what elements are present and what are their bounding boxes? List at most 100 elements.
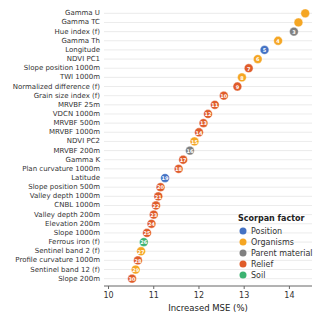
y-tick-label: MRVBF 25m <box>58 101 100 109</box>
y-tick-label: Sentinel band 12 (f) <box>30 266 100 274</box>
rank-label: 15 <box>191 139 198 145</box>
dot <box>186 146 195 155</box>
grid-line <box>104 196 312 197</box>
x-axis-line <box>104 286 312 287</box>
dot <box>244 64 253 73</box>
dot <box>143 229 152 238</box>
grid-line <box>104 132 312 133</box>
rank-label: 4 <box>276 38 280 44</box>
dot <box>134 256 143 265</box>
y-tick-label: Valley depth 1000m <box>30 192 101 200</box>
dot <box>131 265 140 274</box>
grid-line <box>104 22 312 23</box>
grid-line <box>104 205 312 206</box>
rank-label: 16 <box>186 148 193 154</box>
legend: Scorpan factorPositionOrganismsParent ma… <box>238 214 313 280</box>
grid-line <box>104 13 312 14</box>
y-tick-label: VDCN 1000m <box>53 110 100 118</box>
dot <box>210 100 219 109</box>
grid-line <box>104 187 312 188</box>
rank-label: 3 <box>292 29 296 35</box>
rank-label: 17 <box>180 157 187 163</box>
legend-label: Soil <box>251 271 265 280</box>
y-tick-label: Slope position 1000m <box>24 64 100 72</box>
x-tick <box>289 286 290 289</box>
dot <box>238 73 247 82</box>
y-tick-label: Gamma Th <box>61 37 100 45</box>
x-axis: 1011121314 <box>103 286 312 300</box>
y-tick-label: Valley depth 200m <box>34 211 100 219</box>
rank-label: 12 <box>205 111 212 117</box>
rank-label: 9 <box>236 84 240 90</box>
rank-label: 23 <box>150 212 157 218</box>
dot <box>190 137 199 146</box>
y-tick-label: Elevation 200m <box>45 220 100 228</box>
legend-marker <box>240 272 247 279</box>
y-tick-label: Slope 200m <box>58 275 100 283</box>
y-tick-label: MRVBF 200m <box>53 147 100 155</box>
grid-line <box>104 168 312 169</box>
dots <box>128 9 310 283</box>
legend-label: Organisms <box>251 238 294 247</box>
y-tick-label: Profile curvature 1000m <box>15 256 100 264</box>
y-tick-label: TWI 1000m <box>59 73 100 81</box>
dot <box>139 238 148 247</box>
dot <box>260 46 269 55</box>
legend-marker <box>240 239 247 246</box>
grid-line <box>104 77 312 78</box>
dot <box>161 174 170 183</box>
x-tick-label: 12 <box>194 291 204 300</box>
grid-line <box>104 95 312 96</box>
dot <box>174 164 183 173</box>
dot <box>154 192 163 201</box>
dot <box>179 155 188 164</box>
y-tick-label: NDVI PC1 <box>67 55 100 63</box>
x-tick-label: 10 <box>103 291 113 300</box>
y-tick-label: Ferrous iron (f) <box>48 238 100 246</box>
rank-label: 26 <box>140 239 147 245</box>
dot <box>156 183 165 192</box>
y-tick-label: MRVBF 1000m <box>49 128 100 136</box>
dot <box>274 36 283 45</box>
legend-marker <box>240 261 247 268</box>
grid-line <box>104 223 312 224</box>
rank-label: 8 <box>240 75 244 81</box>
x-tick <box>153 286 154 289</box>
y-tick-label: Longitude <box>65 46 100 54</box>
rank-labels: 3456789101112131415161718192021222324252… <box>129 29 297 282</box>
rank-label: 28 <box>134 258 141 264</box>
y-tick-label: Sentinel band 2 (f) <box>35 247 101 255</box>
x-tick <box>198 286 199 289</box>
rank-label: 7 <box>247 66 251 72</box>
chart: Gamma UGamma TCHue index (f)Gamma ThLong… <box>0 0 320 320</box>
y-tick-label: Slope 1000m <box>54 229 100 237</box>
legend-marker <box>240 228 247 235</box>
rank-label: 30 <box>129 276 136 282</box>
x-axis-label: Increased MSE (%) <box>168 303 248 313</box>
grid-line <box>104 49 312 50</box>
y-tick-label: Latitude <box>71 174 100 182</box>
rank-label: 21 <box>155 194 162 200</box>
grid-line <box>104 141 312 142</box>
legend-title: Scorpan factor <box>238 214 304 223</box>
y-tick-label: Slope position 500m <box>28 183 100 191</box>
rank-label: 19 <box>162 175 169 181</box>
y-tick-label: Gamma TC <box>61 18 100 26</box>
y-tick-label: CNBL 1000m <box>54 201 100 209</box>
legend-label: Parent material <box>251 249 313 258</box>
rank-label: 6 <box>256 56 260 62</box>
x-tick-label: 13 <box>239 291 249 300</box>
y-tick-label: Plan curvature 1000m <box>22 165 100 173</box>
dot <box>195 128 204 137</box>
grid-line <box>104 68 312 69</box>
rank-label: 10 <box>220 93 227 99</box>
dot <box>294 18 303 27</box>
y-tick-label: Gamma U <box>65 9 100 17</box>
y-tick-label: Gamma K <box>66 156 101 164</box>
rank-label: 13 <box>200 120 207 126</box>
grid <box>104 13 312 278</box>
rank-label: 27 <box>138 249 145 255</box>
rank-label: 24 <box>148 221 155 227</box>
y-tick-label: Grain size index (f) <box>34 92 101 100</box>
dot <box>290 27 299 36</box>
